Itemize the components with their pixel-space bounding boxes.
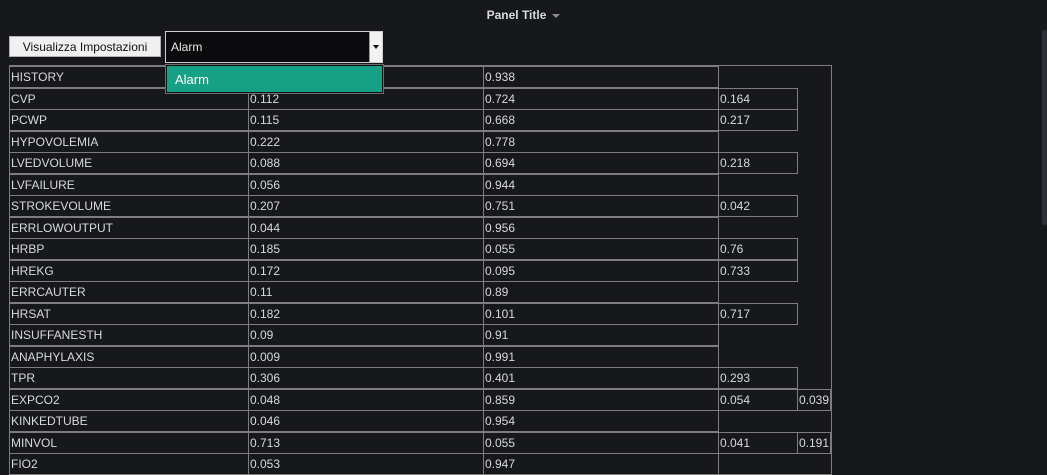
- table-row: LVEDVOLUME 0.088 0.694 0.218: [9, 152, 832, 174]
- row-label-cell: PCWP: [9, 109, 249, 131]
- row-label-cell: HRSAT: [9, 302, 249, 325]
- value-cell: 0.054: [718, 388, 798, 411]
- value-cell: 0.694: [483, 152, 719, 174]
- table-row: KINKEDTUBE 0.046 0.954: [9, 410, 832, 432]
- value-cell: 0.89: [483, 281, 719, 303]
- value-cell: 0.751: [483, 195, 719, 217]
- value-cell: 0.401: [483, 367, 719, 389]
- table-row: ERRCAUTER 0.11 0.89: [9, 281, 832, 303]
- value-cell: 0.306: [248, 367, 484, 389]
- value-cell: 0.009: [248, 345, 484, 368]
- value-cell: 0.044: [248, 216, 484, 239]
- value-cell: 0.207: [248, 195, 484, 217]
- value-cell: 0.217: [718, 109, 798, 131]
- value-cell: 0.039: [797, 388, 831, 411]
- value-cell: 0.944: [483, 173, 719, 196]
- value-cell: 0.668: [483, 109, 719, 131]
- row-label-cell: LVFAILURE: [9, 173, 249, 196]
- dropdown-menu: Alarm: [165, 64, 384, 94]
- table-row: ERRLOWOUTPUT 0.044 0.956: [9, 216, 832, 239]
- value-cell: 0.733: [718, 259, 798, 282]
- value-cell: 0.76: [718, 238, 798, 260]
- row-label-cell: INSUFFANESTH: [9, 324, 249, 346]
- row-label-cell: HRBP: [9, 238, 249, 260]
- value-cell: 0.09: [248, 324, 484, 346]
- value-cell: 0.991: [483, 345, 719, 368]
- table-row: HREKG 0.172 0.095 0.733: [9, 259, 832, 282]
- dropdown-arrow-icon[interactable]: [369, 32, 382, 62]
- row-label-cell: ERRLOWOUTPUT: [9, 216, 249, 239]
- table-row: LVFAILURE 0.056 0.944: [9, 173, 832, 196]
- value-cell: 0.182: [248, 302, 484, 325]
- value-cell: 0.115: [248, 109, 484, 131]
- row-label-cell: STROKEVOLUME: [9, 195, 249, 217]
- value-cell: 0.042: [718, 195, 798, 217]
- select-value: Alarm: [171, 40, 203, 54]
- row-label-cell: ANAPHYLAXIS: [9, 345, 249, 368]
- table-row: INSUFFANESTH 0.09 0.91: [9, 324, 832, 346]
- table-row: PCWP 0.115 0.668 0.217: [9, 109, 832, 131]
- row-label-cell: EXPCO2: [9, 388, 249, 411]
- value-cell: 0.218: [718, 152, 798, 174]
- table-row: HRSAT 0.182 0.101 0.717: [9, 302, 832, 325]
- value-cell: 0.11: [248, 281, 484, 303]
- table-row: EXPCO2 0.048 0.859 0.054 0.039: [9, 388, 832, 411]
- row-label-cell: LVEDVOLUME: [9, 152, 249, 174]
- value-cell: 0.293: [718, 367, 798, 389]
- panel-header: Panel Title: [0, 0, 1047, 30]
- value-cell: 0.938: [483, 66, 719, 88]
- row-label-cell: MINVOL: [9, 431, 249, 454]
- table-row: FIO2 0.053 0.947: [9, 453, 832, 475]
- value-cell: 0.056: [248, 173, 484, 196]
- value-cell: 0.048: [248, 388, 484, 411]
- table-row: CVP 0.112 0.724 0.164: [9, 87, 832, 110]
- settings-button[interactable]: Visualizza Impostazioni: [9, 36, 161, 57]
- row-label-cell: HREKG: [9, 259, 249, 282]
- value-cell: 0.055: [483, 431, 719, 454]
- panel-title-menu[interactable]: Panel Title: [487, 8, 561, 22]
- row-label-cell: TPR: [9, 367, 249, 389]
- value-cell: 0.172: [248, 259, 484, 282]
- row-label-cell: KINKEDTUBE: [9, 410, 249, 432]
- caret-down-icon: [552, 14, 561, 18]
- row-label-cell: ERRCAUTER: [9, 281, 249, 303]
- row-label-cell: HYPOVOLEMIA: [9, 130, 249, 153]
- table-row: HRBP 0.185 0.055 0.76: [9, 238, 832, 260]
- value-cell: 0.095: [483, 259, 719, 282]
- dropdown-option-alarm[interactable]: Alarm: [167, 66, 382, 92]
- value-cell: 0.053: [248, 453, 484, 475]
- value-cell: 0.778: [483, 130, 719, 153]
- value-cell: 0.046: [248, 410, 484, 432]
- value-cell: 0.088: [248, 152, 484, 174]
- value-cell: 0.185: [248, 238, 484, 260]
- value-cell: 0.222: [248, 130, 484, 153]
- value-cell: 0.954: [483, 410, 719, 432]
- value-cell: 0.956: [483, 216, 719, 239]
- value-cell: 0.191: [797, 431, 831, 454]
- table-row: TPR 0.306 0.401 0.293: [9, 367, 832, 389]
- value-cell: 0.91: [483, 324, 719, 346]
- value-cell: 0.713: [248, 431, 484, 454]
- table-row: HYPOVOLEMIA 0.222 0.778: [9, 130, 832, 153]
- panel-scrollbar[interactable]: [1042, 30, 1047, 225]
- row-label-cell: FIO2: [9, 453, 249, 475]
- table-row: ANAPHYLAXIS 0.009 0.991: [9, 345, 832, 368]
- value-cell: 0.041: [718, 431, 798, 454]
- value-cell: 0.717: [718, 302, 798, 325]
- value-cell: 0.101: [483, 302, 719, 325]
- panel-title: Panel Title: [486, 8, 547, 22]
- value-cell: 0.859: [483, 388, 719, 411]
- value-cell: 0.947: [483, 453, 719, 475]
- value-cell: 0.055: [483, 238, 719, 260]
- table-row: STROKEVOLUME 0.207 0.751 0.042: [9, 195, 832, 217]
- table-row: MINVOL 0.713 0.055 0.041 0.191: [9, 431, 832, 454]
- value-cell: 0.164: [718, 87, 798, 110]
- value-cell: 0.724: [483, 87, 719, 110]
- alarm-select[interactable]: Alarm: [165, 31, 383, 63]
